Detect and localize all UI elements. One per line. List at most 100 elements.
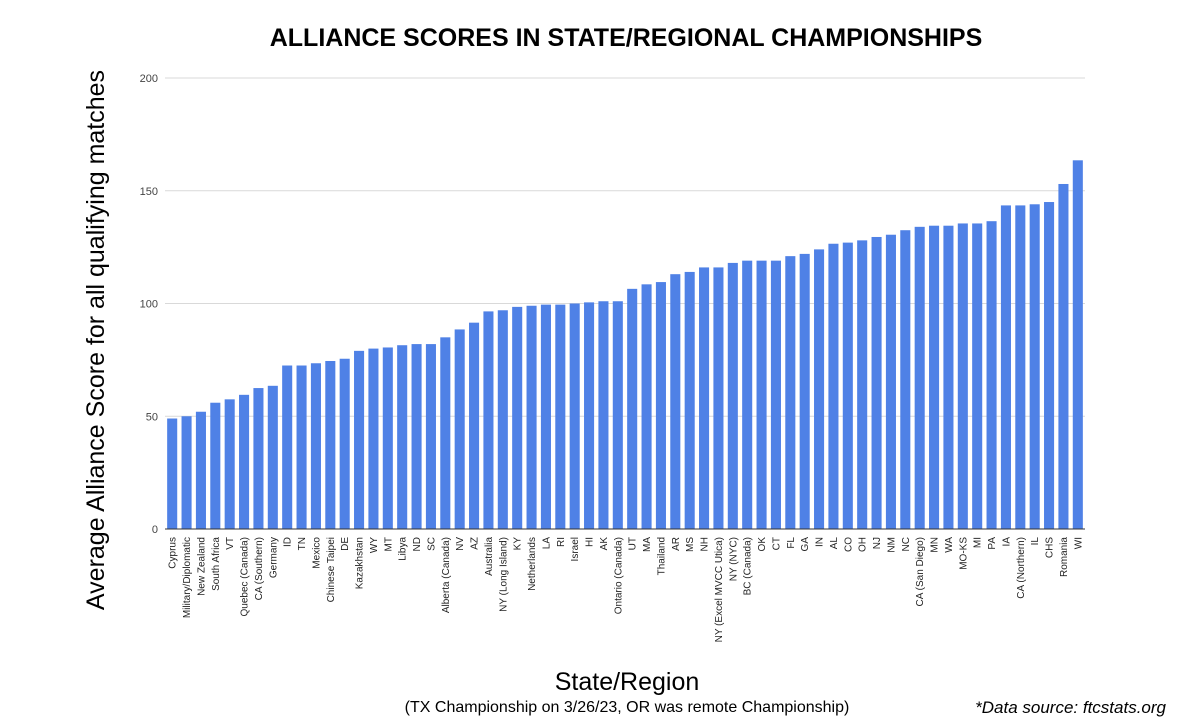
x-tick-label: TN [297,537,308,550]
x-tick-label: SC [426,537,437,551]
bar [957,223,968,529]
x-tick-label: PA [987,537,998,550]
bar [727,262,738,529]
x-tick-label: GA [800,537,811,552]
x-tick-label: Netherlands [527,537,538,591]
x-tick-label: KY [513,537,524,551]
bar [842,242,853,530]
x-tick-label: CT [771,537,782,550]
bar [943,225,954,529]
x-tick-label: South Africa [211,537,222,591]
bar [267,385,278,529]
bar [569,303,580,529]
bar [167,418,178,529]
bar [210,402,221,529]
x-tick-label: DE [340,537,351,551]
bar [382,347,393,529]
bar [670,274,681,529]
y-axis-label: Average Alliance Score for all qualifyin… [82,70,110,610]
chart-note: (TX Championship on 3/26/23, OR was remo… [405,699,850,716]
bar [857,240,868,530]
x-tick-label: Kazakhstan [355,537,366,589]
data-source: *Data source: ftcstats.org [975,698,1166,717]
y-tick-label: 100 [140,299,158,311]
x-tick-label: Israel [570,537,581,561]
y-tick-label: 0 [152,524,158,536]
y-axis-ticks: 0 50 100 150 200 [140,73,158,536]
x-tick-label: Mexico [311,537,322,569]
x-tick-label: WI [1073,537,1084,549]
bar [497,310,508,529]
bar [584,302,595,529]
x-tick-label: MS [685,537,696,552]
bar [181,416,192,529]
bar [598,301,609,529]
bar [655,282,666,529]
bar [684,271,695,529]
bar [454,329,465,529]
x-axis-label: State/Region [555,668,700,696]
bar [368,348,379,529]
x-tick-label: IN [815,537,826,547]
x-tick-label: Australia [484,537,495,576]
bar [770,260,781,529]
bar [1072,160,1083,529]
x-tick-label: MO-KS [958,537,969,570]
bar [871,236,882,530]
x-tick-label: AK [599,537,610,551]
bar [713,267,724,529]
x-tick-label: NM [886,537,897,553]
bar [310,363,321,529]
x-tick-label: CA (Northern) [1016,537,1027,599]
bar [425,344,436,529]
bar [1044,202,1055,529]
x-tick-label: CO [843,537,854,552]
x-tick-label: New Zealand [196,537,207,596]
bar [339,358,350,529]
x-tick-label: ID [283,537,294,547]
x-tick-label: MI [973,537,984,548]
bar [540,304,551,529]
y-tick-label: 50 [146,411,158,423]
bar [627,288,638,529]
x-tick-label: BC (Canada) [743,537,754,595]
x-tick-label: OK [757,537,768,552]
x-tick-label: Chinese Taipei [326,537,337,602]
x-tick-label: MT [383,537,394,551]
x-tick-label: IL [1030,537,1041,546]
x-tick-label: NC [901,537,912,551]
bar [1000,205,1011,529]
x-tick-label: MN [930,537,941,553]
bar [354,350,365,529]
bar [1058,183,1069,530]
x-tick-label: AL [829,537,840,550]
bar [742,260,753,529]
bar [1029,204,1040,529]
x-tick-label: HI [585,537,596,547]
x-tick-label: NY (Excel MVCC Utica) [714,537,725,642]
x-tick-label: WY [369,537,380,553]
x-tick-label: Alberta (Canada) [441,537,452,613]
x-tick-label: AR [671,537,682,551]
bar [756,260,767,529]
bar [641,284,652,529]
x-tick-label: NY (NYC) [728,537,739,581]
x-tick-label: ND [412,537,423,551]
bar [986,221,997,529]
x-tick-label: Ontario (Canada) [613,537,624,614]
x-tick-label: Military/Diplomatic [182,537,193,618]
bar [296,365,307,529]
x-tick-label: NH [700,537,711,551]
x-tick-label: OH [858,537,869,552]
bar [282,365,293,529]
bar [440,337,451,529]
x-tick-label: CHS [1045,537,1056,558]
x-tick-label: NJ [872,537,883,549]
x-tick-label: CA (Southern) [254,537,265,600]
bar [526,305,537,529]
bar [224,399,235,529]
bar [799,253,810,529]
bar [828,243,839,529]
x-tick-label: Libya [398,537,409,561]
x-tick-label: NY (Long Island) [498,537,509,612]
